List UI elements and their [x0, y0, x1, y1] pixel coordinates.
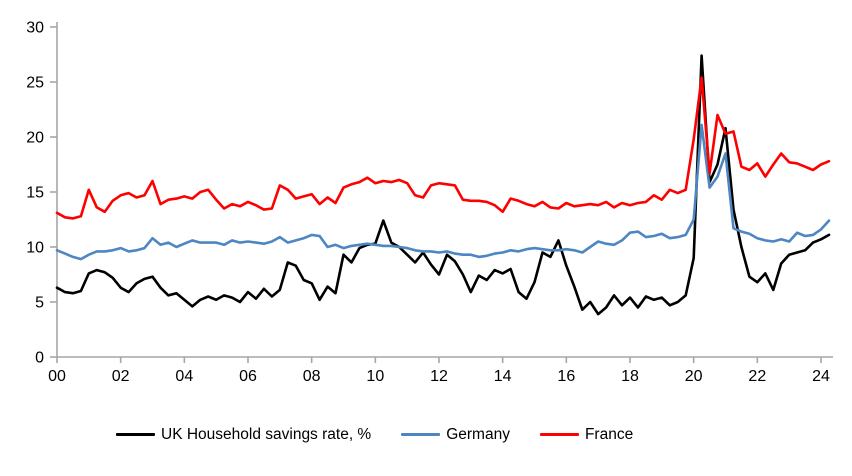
x-tick-label: 08: [303, 368, 321, 385]
x-tick-label: 14: [494, 368, 512, 385]
legend-item-france: France: [539, 426, 634, 443]
x-tick-label: 02: [112, 368, 130, 385]
uk-line-swatch: [116, 433, 155, 437]
x-tick-label: 04: [175, 368, 193, 385]
y-tick-label: 15: [26, 185, 44, 202]
x-tick-label: 06: [239, 368, 257, 385]
x-tick-label: 10: [366, 368, 384, 385]
legend-item-germany: Germany: [401, 427, 510, 443]
x-tick-label: 00: [48, 368, 66, 385]
y-tick-label: 20: [26, 130, 44, 147]
legend-item-uk: UK Household savings rate, %: [116, 427, 371, 443]
x-tick-label: 16: [557, 368, 575, 385]
chart-legend: UK Household savings rate, % Germany Fra…: [116, 427, 633, 443]
y-tick-label: 10: [26, 240, 44, 257]
x-tick-label: 24: [812, 368, 830, 385]
y-tick-label: 5: [35, 295, 44, 312]
y-tick-label: 0: [35, 350, 44, 367]
series-line-1: [55, 123, 831, 261]
germany-line-swatch: [401, 433, 441, 437]
france-line-swatch: [539, 433, 579, 437]
x-tick-label: 20: [685, 368, 703, 385]
y-tick-label: 25: [26, 75, 44, 92]
legend-label-france: France: [584, 426, 634, 443]
legend-label-uk: UK Household savings rate, %: [161, 426, 372, 443]
y-tick-label: 30: [26, 20, 44, 37]
x-tick-label: 22: [748, 368, 766, 385]
legend-label-germany: Germany: [446, 426, 510, 443]
series-line-2: [55, 76, 831, 220]
x-tick-label: 12: [430, 368, 448, 385]
x-tick-label: 18: [621, 368, 639, 385]
